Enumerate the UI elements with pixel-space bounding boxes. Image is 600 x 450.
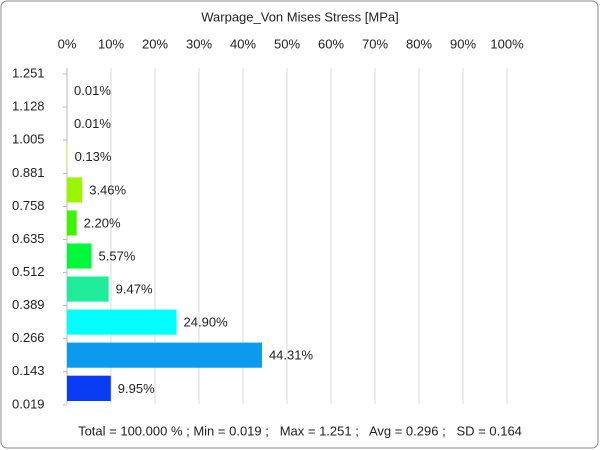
value-label: 24.90%	[184, 315, 229, 330]
bar	[67, 144, 68, 170]
value-label: 2.20%	[84, 215, 121, 230]
bar	[67, 342, 262, 368]
x-tick-label: 80%	[406, 36, 432, 51]
y-tick-label: 1.251	[12, 65, 45, 80]
x-tick-label: 60%	[318, 36, 344, 51]
x-tick-label: 40%	[230, 36, 256, 51]
footer-stats: Total = 100.000 % ; Min = 0.019 ; Max = …	[78, 423, 522, 438]
value-label: 3.46%	[89, 182, 126, 197]
x-tick-label: 50%	[274, 36, 300, 51]
bar	[67, 243, 92, 269]
bar	[67, 309, 177, 335]
y-tick-label: 0.143	[12, 363, 45, 378]
value-label: 0.01%	[74, 116, 111, 131]
bar	[67, 276, 109, 302]
x-tick-label: 20%	[142, 36, 168, 51]
y-tick-label: 0.758	[12, 198, 45, 213]
x-tick-label: 70%	[362, 36, 388, 51]
value-label: 5.57%	[99, 248, 136, 263]
bar	[67, 375, 111, 402]
y-tick-label: 1.128	[12, 98, 45, 113]
bar	[67, 210, 77, 236]
value-label: 9.95%	[118, 381, 155, 396]
x-tick-label: 10%	[98, 36, 124, 51]
value-label: 9.47%	[116, 282, 153, 297]
y-tick-label: 0.266	[12, 330, 45, 345]
bar	[67, 177, 83, 203]
y-tick-label: 0.389	[12, 297, 45, 312]
x-tick-label: 100%	[490, 36, 524, 51]
value-label: 44.31%	[269, 348, 314, 363]
y-tick-label: 0.019	[12, 396, 45, 411]
x-tick-label: 90%	[450, 36, 476, 51]
value-label: 0.01%	[74, 83, 111, 98]
y-tick-label: 0.881	[12, 165, 45, 180]
x-tick-label: 30%	[186, 36, 212, 51]
x-tick-label: 0%	[58, 36, 77, 51]
value-label: 0.13%	[75, 149, 112, 164]
chart-title: Warpage_Von Mises Stress [MPa]	[201, 9, 399, 24]
y-tick-label: 0.512	[12, 264, 45, 279]
y-tick-label: 0.635	[12, 231, 45, 246]
y-tick-label: 1.005	[12, 132, 45, 147]
